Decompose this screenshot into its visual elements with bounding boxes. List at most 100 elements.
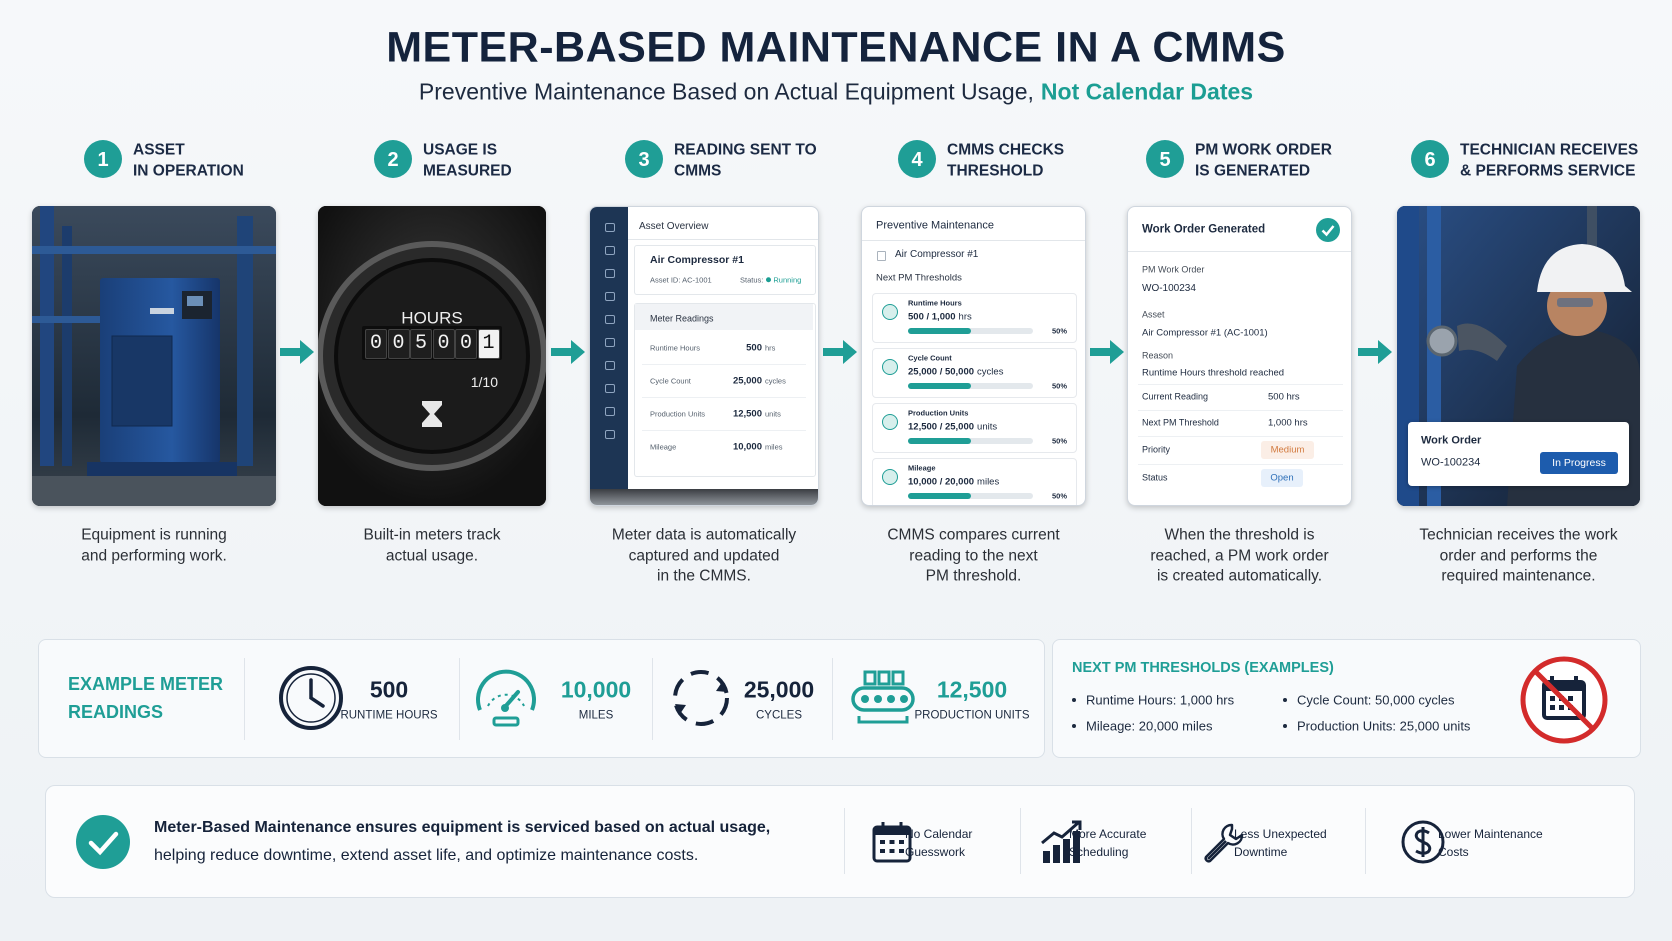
threshold-item: Cycle Count 25,000 / 50,000 cycles 50% xyxy=(872,348,1077,398)
reading-unit: units xyxy=(765,409,781,419)
icon-part xyxy=(492,716,520,727)
meter-digit: 0 xyxy=(392,332,405,355)
icon-part xyxy=(863,670,877,686)
item-reading: 500 / 1,000 hrs xyxy=(908,312,972,322)
icon-part xyxy=(1568,696,1573,701)
panel-divider xyxy=(652,658,653,740)
row-divider xyxy=(1138,436,1343,437)
reading-unit: hrs xyxy=(765,343,776,353)
benefit-text: Lower Maintenance xyxy=(1438,827,1543,841)
reading-unit: miles xyxy=(977,476,1000,488)
icon-part xyxy=(88,831,119,856)
threshold-item: Cycle Count: 50,000 cycles xyxy=(1297,692,1455,708)
wo-type: PM Work Order xyxy=(1142,264,1205,275)
reading-value: 500 / 1,000 xyxy=(908,311,956,323)
summary-check xyxy=(76,815,130,869)
progress-track xyxy=(908,383,1033,389)
meter-digit: 0 xyxy=(437,332,450,355)
threshold-item: Mileage: 20,000 miles xyxy=(1086,718,1213,734)
step-caption: Meter data is automatically xyxy=(611,526,797,544)
icon-part xyxy=(1559,705,1564,710)
step-caption: in the CMMS. xyxy=(657,567,751,585)
reading-unit: cycles xyxy=(765,376,786,386)
row-divider xyxy=(1138,384,1343,385)
step-title: IS GENERATED xyxy=(1195,161,1311,179)
icon-part xyxy=(150,308,174,314)
icon-part xyxy=(62,226,72,466)
icon-part xyxy=(1550,676,1578,686)
icon-part xyxy=(76,815,130,869)
item-reading: 10,000 / 20,000 miles xyxy=(908,477,999,487)
row-divider xyxy=(1138,410,1343,411)
reading-icon xyxy=(476,669,536,727)
bullet xyxy=(1283,724,1287,728)
asset-status: Status: Running xyxy=(740,276,801,284)
subtitle-highlight: Not Calendar Dates xyxy=(1040,78,1254,105)
icon-part xyxy=(857,716,909,724)
icon-part xyxy=(422,401,442,427)
reading-unit: RUNTIME HOURS xyxy=(340,709,438,722)
icon-part xyxy=(1321,225,1335,237)
threshold-item: Runtime Hours 500 / 1,000 hrs 50% xyxy=(872,293,1077,343)
panel-divider xyxy=(459,658,460,740)
step-card: Asset Overview Air Compressor #1 Asset ID:… xyxy=(589,206,819,506)
icon-part xyxy=(880,849,885,853)
meter-digit-box: 5 xyxy=(410,329,432,359)
step-caption: Equipment is running xyxy=(81,526,227,544)
reading-unit: CYCLES xyxy=(755,709,803,722)
priority-label: Priority xyxy=(1142,444,1171,455)
sidebar-icon xyxy=(605,292,615,301)
step-card: Work Order Generated PM Work Order WO-1002… xyxy=(1127,206,1352,506)
icon-part xyxy=(32,246,276,254)
icon-part xyxy=(889,849,895,853)
readings-header: Meter Readings xyxy=(650,313,714,324)
asset-icon xyxy=(877,251,886,261)
step-title: MEASURED xyxy=(423,161,512,179)
icon-part xyxy=(675,682,727,714)
icon-part xyxy=(1041,821,1079,845)
step-caption: is created automatically. xyxy=(1156,567,1323,585)
reading-value: 25,000 xyxy=(732,375,762,387)
benefit-text: Less Unexpected xyxy=(1234,827,1327,841)
icon-part xyxy=(1063,839,1070,863)
step-caption: order and performs the xyxy=(1439,546,1598,564)
meter-digit-box: 0 xyxy=(387,329,410,359)
reading-value: 12,500 xyxy=(732,408,762,420)
progress-fill xyxy=(908,438,971,444)
icon-part xyxy=(1204,823,1244,863)
reading-value: 12,500 / 25,000 xyxy=(908,421,975,433)
benefit-icon xyxy=(1401,820,1445,864)
icon-part xyxy=(279,666,343,730)
icon-part xyxy=(87,462,237,476)
icon-part xyxy=(899,840,904,844)
panel-divider xyxy=(862,240,1085,241)
progress-track xyxy=(908,328,1033,334)
progress-track xyxy=(908,493,1033,499)
sidebar-icon xyxy=(605,269,615,278)
meter-digit-box: 0 xyxy=(455,329,477,359)
summary-text: helping reduce downtime, extend asset li… xyxy=(154,847,699,864)
icon-part xyxy=(111,335,173,427)
item-name: Production Units xyxy=(908,408,969,418)
panel-divider xyxy=(244,658,245,740)
flow-arrow xyxy=(823,340,857,364)
step-title: USAGE IS xyxy=(423,141,498,159)
sidebar-icon xyxy=(605,407,615,416)
icon-part xyxy=(823,340,857,364)
icon-part xyxy=(881,822,903,831)
reading-name: Runtime Hours xyxy=(650,343,701,353)
meter-digit-box: 0 xyxy=(432,329,455,359)
icon-part xyxy=(1089,340,1124,364)
icon-part xyxy=(900,695,908,703)
sidebar-icon xyxy=(605,246,615,255)
icon-part xyxy=(280,340,314,364)
icon-part xyxy=(32,476,276,506)
icon-part xyxy=(32,316,102,323)
bullet xyxy=(1072,724,1076,728)
item-name: Mileage xyxy=(908,463,936,473)
item-reading: 25,000 / 50,000 cycles xyxy=(908,367,1003,377)
icon-part xyxy=(550,340,585,364)
step-caption: Technician receives the work xyxy=(1419,526,1618,544)
